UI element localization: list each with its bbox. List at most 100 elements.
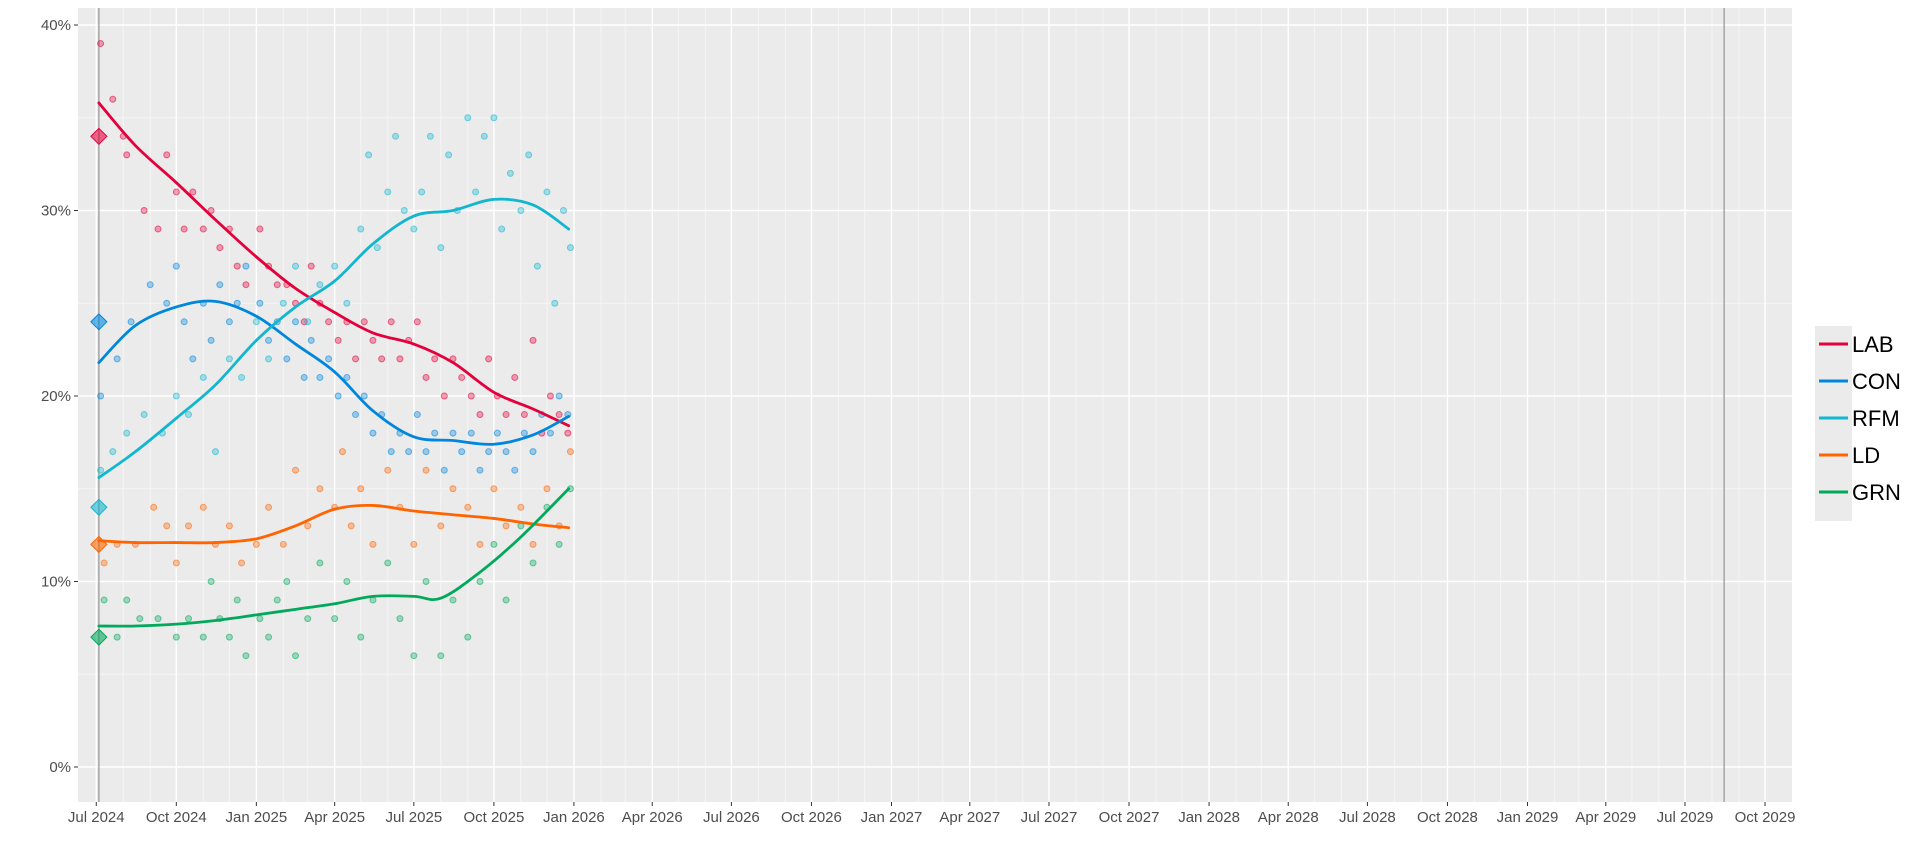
trend-line-rfm [97, 197, 571, 480]
poll-point-grn [184, 615, 192, 623]
poll-point-grn [199, 633, 207, 641]
poll-point-con [325, 355, 333, 363]
poll-point-rfm [331, 262, 339, 270]
poll-point-con [413, 411, 421, 419]
poll-point-lab [387, 318, 395, 326]
trend-line-con [97, 299, 571, 446]
poll-point-lab [511, 373, 519, 381]
poll-point-lab [378, 355, 386, 363]
legend-key-background [1815, 326, 1852, 521]
poll-point-rfm [543, 188, 551, 196]
x-tick-label: Apr 2029 [1575, 809, 1636, 826]
poll-point-ld [369, 540, 377, 548]
poll-point-lab [242, 281, 250, 289]
x-tick-label: Jan 2027 [861, 809, 923, 826]
poll-point-lab [256, 225, 264, 233]
legend-label-rfm: RFM [1852, 406, 1900, 431]
poll-point-rfm [410, 225, 418, 233]
x-tick-label: Oct 2027 [1099, 809, 1160, 826]
poll-point-ld [252, 540, 260, 548]
poll-point-grn [273, 596, 281, 604]
election-result-marker-con [90, 313, 108, 331]
x-tick-label: Oct 2025 [463, 809, 524, 826]
poll-point-con [216, 281, 224, 289]
poll-point-rfm [279, 299, 287, 307]
trend-line-ld [97, 503, 571, 545]
poll-point-con [387, 448, 395, 456]
poll-point-grn [502, 596, 510, 604]
poll-point-lab [140, 207, 148, 214]
poll-point-lab [123, 151, 131, 159]
poll-point-grn [265, 633, 273, 641]
poll-point-con [352, 411, 360, 419]
poll-point-ld [172, 559, 180, 567]
poll-point-grn [256, 615, 264, 623]
poll-point-lab [413, 318, 421, 326]
y-tick-label: 20% [41, 388, 71, 405]
poll-point-rfm [551, 299, 559, 307]
poll-point-con [458, 448, 466, 456]
poll-point-lab [476, 411, 484, 419]
poll-point-ld [384, 466, 392, 474]
poll-point-con [485, 448, 493, 456]
poll-point-lab [307, 262, 315, 270]
x-tick-label: Apr 2027 [939, 809, 1000, 826]
poll-point-ld [150, 503, 158, 511]
poll-point-con [283, 355, 291, 363]
poll-point-ld [464, 503, 472, 511]
poll-point-lab [189, 188, 197, 196]
poll-point-grn [529, 559, 537, 567]
election-result-marker-rfm [90, 498, 108, 517]
election-result-marker-grn [90, 628, 108, 646]
poll-point-grn [233, 596, 241, 604]
poll-point-ld [490, 485, 498, 493]
poll-point-rfm [292, 262, 300, 270]
poll-point-grn [316, 559, 324, 567]
poll-point-ld [100, 559, 108, 567]
poll-point-rfm [506, 169, 514, 177]
poll-point-ld [517, 503, 525, 511]
poll-point-ld [422, 466, 430, 474]
legend: LAB CON RFM LD GRN [1815, 326, 1901, 521]
poll-point-rfm [109, 448, 117, 456]
poll-point-grn [396, 615, 404, 623]
x-tick-label: Jul 2026 [703, 809, 760, 826]
poll-point-grn [242, 652, 250, 660]
election-result-marker-ld [90, 535, 108, 554]
poll-point-lab [216, 244, 224, 252]
poll-point-con [467, 429, 475, 437]
poll-point-con [369, 429, 377, 437]
x-axis: Jul 2024 Oct 2024 Jan 2025 Apr 2025 Jul 2025… [68, 802, 1795, 826]
x-tick-label: Oct 2024 [146, 809, 207, 826]
poll-point-con [405, 448, 413, 456]
poll-point-ld [357, 485, 365, 493]
poll-point-lab [529, 336, 537, 344]
poll-point-rfm [373, 244, 381, 252]
poll-point-grn [136, 615, 144, 623]
poll-point-con [180, 318, 188, 326]
poll-point-con [292, 318, 300, 326]
legend-label-con: CON [1852, 369, 1901, 394]
x-tick-label: Jan 2025 [225, 809, 287, 826]
poll-point-ld [410, 540, 418, 548]
poll-point-grn [422, 578, 430, 585]
poll-point-rfm [418, 188, 426, 196]
poll-point-rfm [559, 207, 567, 214]
plot-panel [78, 8, 1792, 802]
poll-point-ld [265, 503, 273, 511]
poll-point-con [502, 448, 510, 456]
poll-point-lab [172, 188, 180, 196]
poll-point-ld [476, 540, 484, 548]
poll-point-con [146, 281, 154, 289]
x-tick-label: Oct 2028 [1417, 809, 1478, 826]
poll-point-rfm [384, 188, 392, 196]
poll-point-rfm [400, 207, 408, 214]
poll-point-con [334, 392, 342, 400]
poll-point-lab [546, 392, 554, 400]
poll-point-grn [464, 633, 472, 641]
poll-point-rfm [211, 448, 219, 456]
poll-point-lab [180, 225, 188, 233]
poll-point-rfm [238, 373, 246, 381]
poll-point-con [511, 466, 519, 474]
